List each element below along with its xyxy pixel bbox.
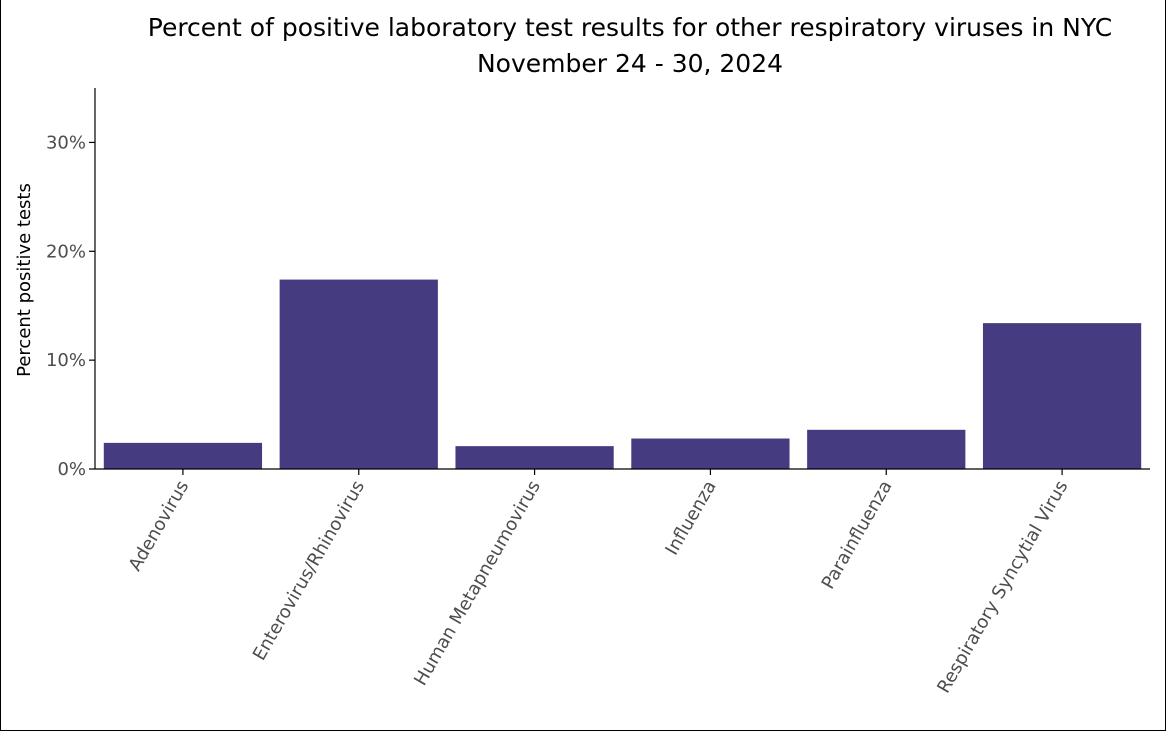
bar-4: [631, 438, 790, 469]
y-axis: 0% 10% 20% 30%: [46, 88, 96, 480]
x-axis: Adenovirus Enterovirus/Rhinovirus Human Me…: [95, 468, 1150, 697]
chart-subtitle: November 24 - 30, 2024: [477, 49, 783, 78]
x-tick-label: Parainfluenza: [818, 477, 897, 593]
y-tick-label: 0%: [57, 459, 86, 480]
x-tick-label: Human Metapneumovirus: [410, 477, 545, 689]
bar-3: [455, 446, 614, 469]
bar-2: [279, 279, 438, 469]
x-tick-label: Adenovirus: [125, 477, 194, 575]
y-axis-title: Percent positive tests: [14, 183, 35, 377]
x-tick-label: Influenza: [661, 477, 720, 559]
x-tick-label: Enterovirus/Rhinovirus: [249, 477, 369, 664]
y-tick-label: 10%: [46, 350, 86, 371]
x-tick-label: Respiratory Syncytial Virus: [933, 477, 1072, 697]
bar-5: [807, 429, 966, 469]
y-tick-label: 30%: [46, 132, 86, 153]
chart-title: Percent of positive laboratory test resu…: [148, 13, 1112, 42]
bar-6: [982, 323, 1142, 469]
bars-group: [103, 279, 1142, 469]
y-tick-label: 20%: [46, 241, 86, 262]
bar-1: [103, 442, 263, 469]
